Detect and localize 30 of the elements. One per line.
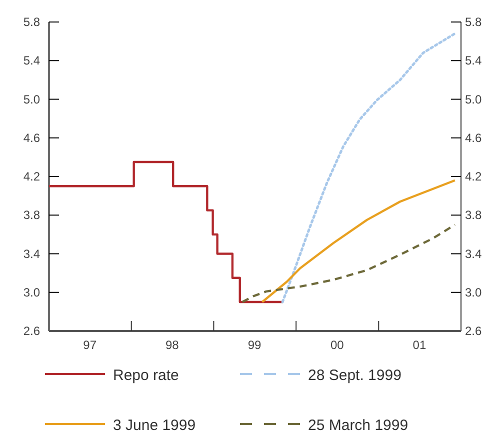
legend-label: 3 June 1999 — [113, 417, 196, 434]
y-tick-label: 3.0 — [23, 285, 40, 300]
x-tick-label: 98 — [166, 338, 180, 352]
y2-tick-label: 5.0 — [465, 92, 482, 106]
y2-tick-label: 4.6 — [465, 130, 482, 145]
y-tick-label: 5.0 — [23, 92, 40, 106]
y-tick-label: 3.4 — [23, 246, 40, 261]
y-tick-label: 3.8 — [23, 208, 40, 222]
line-series — [241, 224, 456, 304]
y2-tick-label: 3.0 — [465, 285, 482, 300]
y-tick-label: 5.8 — [23, 15, 40, 29]
legend-label: Repo rate — [113, 367, 179, 384]
y-tick-label: 5.4 — [23, 54, 40, 68]
line-series — [261, 179, 456, 304]
y-tick-label: 4.2 — [23, 170, 40, 184]
legend-label: 28 Sept. 1999 — [308, 367, 402, 384]
x-tick-label: 00 — [330, 338, 344, 352]
y2-tick-label: 2.6 — [465, 324, 482, 338]
y2-tick-label: 3.4 — [465, 246, 482, 261]
y2-tick-label: 5.8 — [465, 15, 482, 29]
x-tick-label: 99 — [248, 338, 262, 352]
legend-label: 25 March 1999 — [308, 417, 408, 434]
y2-tick-label: 4.2 — [465, 170, 482, 184]
y-tick-label: 2.6 — [23, 324, 40, 338]
y-tick-label: 4.6 — [23, 130, 40, 145]
x-tick-label: 97 — [83, 338, 97, 352]
line-series — [281, 32, 456, 304]
y2-tick-label: 3.8 — [465, 208, 482, 222]
y2-tick-label: 5.4 — [465, 54, 482, 68]
x-tick-label: 01 — [412, 338, 426, 352]
